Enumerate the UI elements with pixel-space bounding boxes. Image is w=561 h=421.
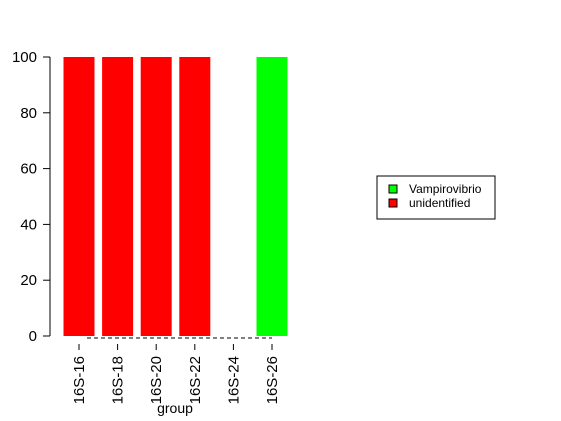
y-axis: 0 20 40 60 80 100: [12, 49, 51, 345]
bar-16S-22-1: [179, 57, 211, 336]
bar-16S-18-1: [102, 57, 134, 336]
x-tick-label-1: 16S-18: [110, 356, 127, 404]
y-tick-label-1: 20: [20, 272, 37, 289]
y-tick-label-4: 80: [20, 105, 37, 122]
x-axis-title: group: [157, 400, 193, 416]
y-tick-label-3: 60: [20, 161, 37, 178]
legend-label-0: Vampirovibrio: [409, 182, 482, 196]
x-tick-label-5: 16S-26: [264, 356, 281, 404]
x-axis: 16S-16 16S-18 16S-20 16S-22 16S-24 16S-26: [71, 337, 281, 404]
x-tick-label-0: 16S-16: [71, 356, 88, 404]
x-tick-label-4: 16S-24: [225, 356, 242, 404]
bar-16S-16-1: [63, 57, 95, 336]
y-tick-label-0: 0: [29, 328, 37, 345]
y-tick-label-2: 40: [20, 216, 37, 233]
legend-swatch-1: [388, 198, 398, 208]
x-tick-label-2: 16S-20: [148, 356, 165, 404]
bar-16S-26-0: [256, 57, 288, 336]
legend-swatch-0: [388, 184, 398, 194]
legend-label-1: unidentified: [409, 196, 470, 210]
legend-box: [376, 175, 496, 220]
y-tick-label-5: 100: [12, 49, 37, 66]
bar-16S-20-1: [140, 57, 172, 336]
bars: [63, 57, 288, 336]
x-tick-label-3: 16S-22: [187, 356, 204, 404]
